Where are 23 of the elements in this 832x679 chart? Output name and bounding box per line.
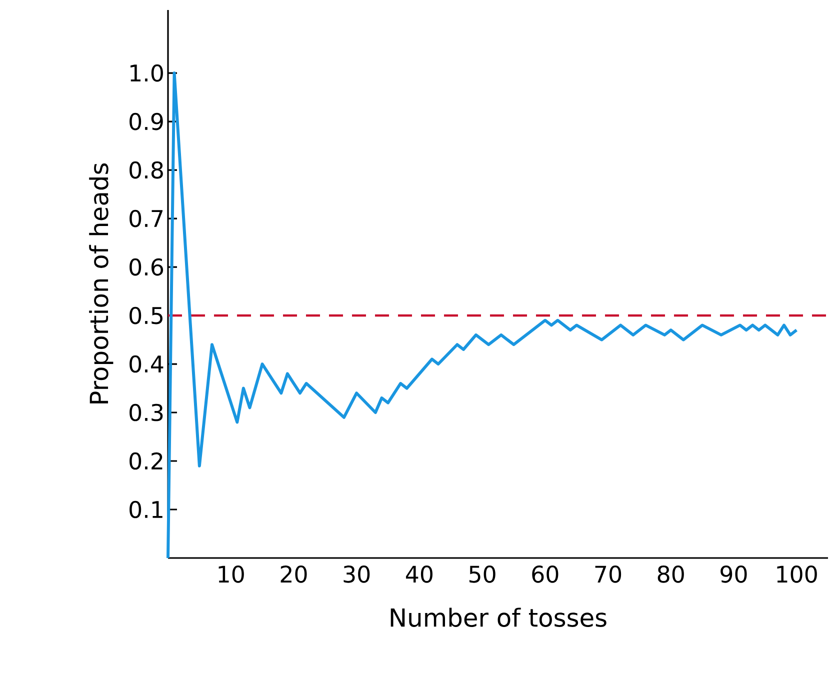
x-tick-label: 80 [658, 566, 684, 583]
y-axis-title: Proportion of heads [89, 163, 114, 404]
y-tick-label: 0.8 [130, 161, 163, 179]
x-tick-label: 30 [344, 566, 370, 583]
x-tick-label: 100 [777, 566, 817, 583]
x-tick-label: 40 [406, 566, 432, 583]
y-tick-label: 0.1 [130, 500, 162, 518]
y-tick-label: 0.6 [130, 258, 164, 276]
x-tick-label: 90 [720, 566, 747, 583]
y-tick-label: 1.0 [130, 64, 163, 82]
y-tick-label: 0.4 [130, 355, 164, 373]
line-series [166, 72, 798, 560]
y-tick-label: 0.9 [130, 112, 163, 130]
y-tick-label: 0.3 [130, 404, 163, 422]
x-axis-title: Number of tosses [390, 608, 606, 627]
x-tick-label: 10 [218, 566, 244, 583]
x-tick-label: 70 [595, 566, 622, 583]
x-tick-label: 60 [532, 566, 558, 583]
y-tick-label: 0.2 [130, 452, 162, 470]
x-tick-label: 20 [280, 566, 307, 583]
y-tick-label: 0.5 [130, 306, 162, 324]
y-tick-label: 0.7 [130, 210, 163, 228]
x-tick-label: 50 [469, 566, 496, 583]
